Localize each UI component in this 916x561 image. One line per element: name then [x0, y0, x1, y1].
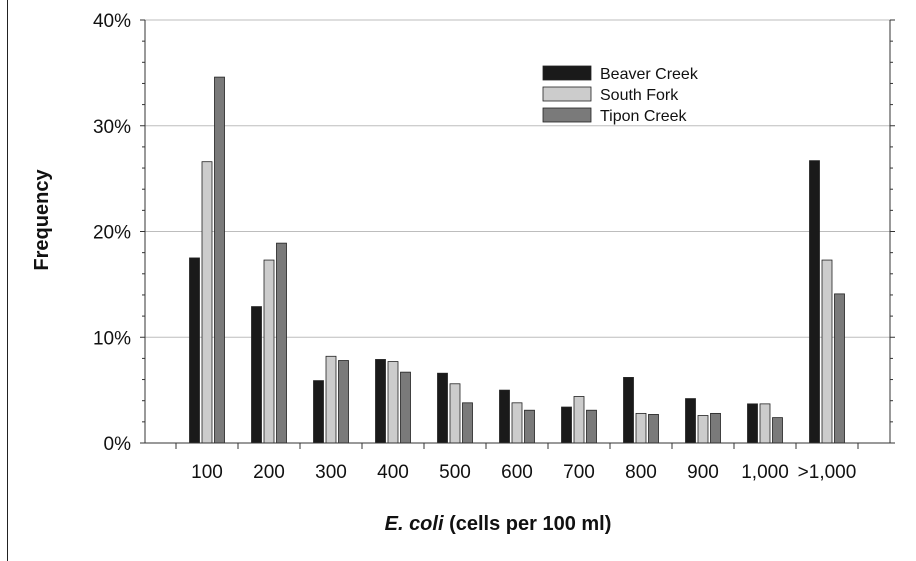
legend: Beaver Creek South Fork Tipon Creek	[542, 65, 699, 125]
bar	[387, 361, 399, 444]
bar	[586, 409, 597, 444]
bar	[214, 76, 225, 444]
x-tick-label: >1,000	[798, 462, 857, 483]
legend-swatch	[542, 107, 592, 123]
bar	[437, 372, 448, 444]
bar	[697, 415, 709, 444]
bar	[635, 412, 647, 444]
bar	[573, 396, 585, 444]
bar	[375, 359, 386, 444]
bar	[747, 403, 758, 444]
y-tick-label: 0%	[104, 434, 132, 455]
bar	[189, 257, 200, 444]
bar	[809, 160, 820, 444]
x-tick-label: 500	[439, 462, 471, 483]
x-tick-labels: 100 200 300 400 500 600 700 800 900 1,000 >1,000	[191, 462, 856, 483]
y-tick-label: 20%	[93, 223, 131, 244]
bar	[251, 306, 262, 444]
bar	[772, 417, 783, 444]
y-tick-label: 10%	[93, 328, 131, 349]
y-tick-labels: 0% 10% 20% 30% 40%	[93, 11, 131, 455]
x-axis-label-italic: E. coli	[385, 513, 444, 535]
x-tick-label: 300	[315, 462, 347, 483]
bar	[462, 402, 473, 444]
bar	[338, 360, 349, 444]
x-tick-label: 400	[377, 462, 409, 483]
x-tick-label: 200	[253, 462, 285, 483]
bar	[400, 371, 411, 444]
bar	[263, 259, 275, 444]
bar	[685, 398, 696, 444]
bar	[759, 403, 771, 444]
axes	[140, 19, 895, 449]
y-axis-label: Frequency	[31, 169, 53, 271]
x-axis-label: E. coli (cells per 100 ml)	[385, 513, 612, 535]
bar	[499, 389, 510, 444]
x-tick-label: 800	[625, 462, 657, 483]
x-tick-label: 700	[563, 462, 595, 483]
bar	[524, 409, 535, 444]
bar	[201, 161, 213, 444]
bar	[561, 406, 572, 444]
x-tick-label: 900	[687, 462, 719, 483]
legend-entry: Tipon Creek	[600, 108, 688, 125]
x-tick-label: 1,000	[741, 462, 789, 483]
x-tick-label: 600	[501, 462, 533, 483]
page-frame-line	[7, 0, 8, 561]
bar	[325, 355, 337, 444]
legend-swatch	[542, 65, 592, 81]
y-tick-label: 30%	[93, 117, 131, 138]
bar	[648, 414, 659, 444]
legend-entry: South Fork	[600, 87, 679, 104]
gridlines	[145, 19, 890, 338]
legend-swatch	[542, 86, 592, 102]
bar	[449, 383, 461, 444]
bar	[623, 377, 634, 444]
bar	[511, 402, 523, 444]
bar	[821, 259, 833, 444]
x-axis-label-rest: (cells per 100 ml)	[444, 513, 612, 535]
bar	[313, 380, 324, 444]
bars	[189, 76, 845, 444]
bar	[276, 242, 287, 444]
bar	[834, 293, 845, 444]
legend-entry: Beaver Creek	[600, 66, 699, 83]
y-tick-label: 40%	[93, 11, 131, 32]
bar	[710, 412, 721, 444]
x-tick-label: 100	[191, 462, 223, 483]
